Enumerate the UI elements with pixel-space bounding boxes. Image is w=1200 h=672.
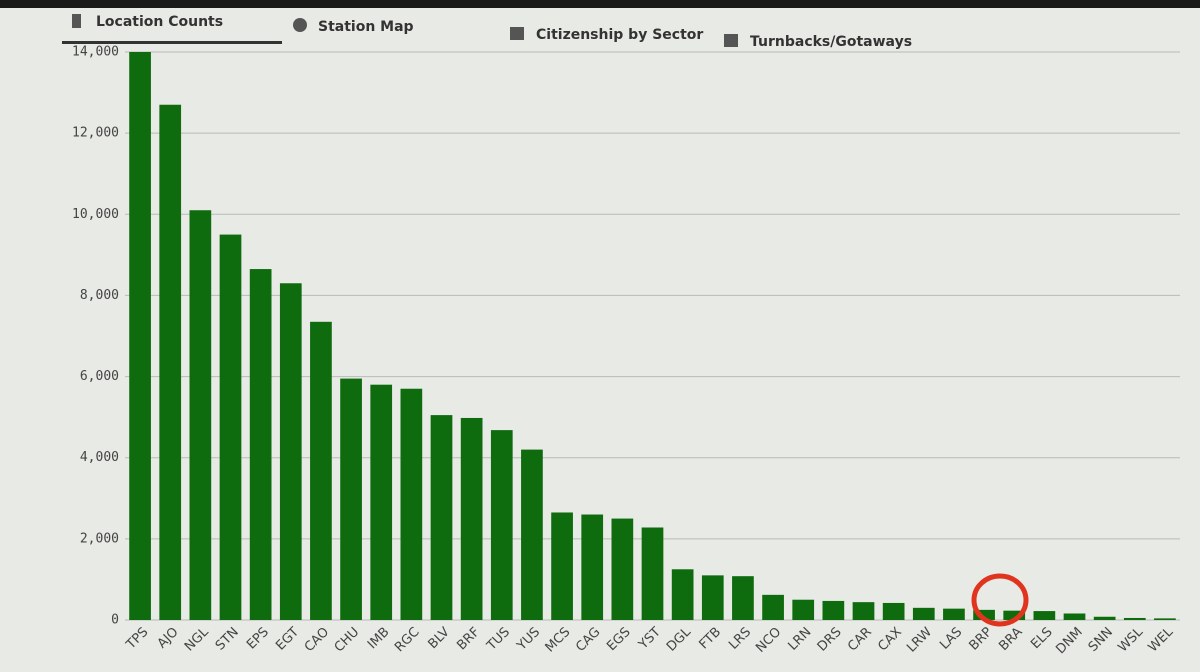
bar — [1123, 617, 1146, 620]
bar — [581, 514, 604, 620]
bar — [822, 600, 845, 620]
bar — [912, 607, 935, 620]
tab[interactable]: Turnbacks/Gotaways — [724, 34, 912, 50]
bezel — [0, 0, 1200, 8]
x-tick-label: ELS — [1028, 625, 1055, 652]
x-tick-label: LRW — [904, 625, 935, 656]
bar — [1063, 613, 1086, 620]
bar — [219, 234, 242, 621]
tab[interactable]: Station Map — [293, 18, 414, 35]
x-tick-label: IMB — [365, 625, 393, 653]
x-tick-label: EPS — [244, 625, 272, 653]
x-tick-label: BRA — [996, 625, 1025, 654]
x-tick-label: YST — [635, 625, 663, 653]
tab-icon — [724, 34, 738, 47]
x-tick-label: FTB — [696, 625, 724, 653]
bar — [1033, 611, 1056, 620]
bar — [701, 575, 724, 620]
tab[interactable]: Location Counts — [62, 14, 282, 44]
tab-label[interactable]: Citizenship by Sector — [536, 27, 703, 43]
x-tick-label: EGT — [273, 625, 302, 654]
bar — [551, 512, 573, 620]
bar — [641, 527, 664, 620]
x-tick-label: NGL — [182, 624, 212, 654]
x-tick-label: CAG — [573, 625, 603, 655]
x-tick-label: DRS — [815, 625, 845, 655]
bar — [1154, 618, 1176, 620]
x-tick-label: TPS — [123, 625, 151, 653]
x-tick-label: BRP — [967, 625, 996, 654]
x-tick-label: AJO — [155, 625, 182, 652]
bar — [460, 417, 483, 620]
tab[interactable]: Citizenship by Sector — [510, 27, 703, 43]
bar — [882, 602, 905, 620]
x-tick-label: LRS — [726, 625, 754, 653]
plot: 0 2,000 4,000 6,000 8,000 10,000 12,000 14,000 T… — [72, 45, 1180, 657]
x-tick-label: CHU — [332, 625, 363, 656]
x-tick-label: CAO — [302, 625, 332, 655]
x-tick-label: LAS — [937, 625, 965, 653]
x-tick-label: WEL — [1146, 624, 1177, 655]
bar — [340, 378, 362, 620]
x-tick-label: LRN — [786, 625, 815, 654]
x-tick-label: RGC — [392, 625, 423, 656]
bar — [490, 430, 513, 620]
bar — [1093, 616, 1116, 620]
x-tick-label: CAX — [875, 625, 905, 655]
bar — [943, 608, 965, 620]
bar — [249, 269, 272, 620]
bar — [521, 449, 543, 620]
tab-label[interactable]: Turnbacks/Gotaways — [750, 34, 912, 50]
bar — [370, 384, 393, 620]
bar — [310, 321, 332, 620]
bar — [129, 52, 151, 620]
bar — [1003, 610, 1026, 620]
x-tick-label: MCS — [543, 625, 574, 656]
x-tick-label: BLV — [425, 625, 452, 652]
bar — [279, 283, 302, 620]
y-tick-label: 14,000 — [72, 45, 119, 60]
tab-label[interactable]: Location Counts — [96, 14, 223, 30]
y-tick-label: 10,000 — [72, 207, 119, 222]
tab-icon — [510, 27, 524, 40]
bar — [762, 594, 784, 620]
y-tick-label: 12,000 — [72, 126, 119, 141]
x-tick-label: NCO — [753, 625, 784, 656]
bar — [430, 415, 453, 620]
x-tick-label: TUS — [484, 625, 513, 654]
bar — [611, 518, 634, 620]
y-tick-label: 0 — [111, 613, 119, 628]
x-tick-label: WSL — [1115, 624, 1146, 655]
bar — [189, 210, 212, 620]
x-tick-label: CAR — [845, 625, 875, 655]
tab-underline — [62, 41, 282, 44]
bar — [792, 599, 815, 620]
hand-drawn-circle — [971, 573, 1029, 627]
y-tick-label: 2,000 — [80, 531, 119, 546]
y-tick-label: 8,000 — [80, 288, 119, 303]
y-tick-label: 4,000 — [80, 450, 119, 465]
bar — [973, 609, 995, 620]
x-tick-label: DGL — [664, 624, 694, 654]
x-tick-label: EGS — [604, 625, 633, 654]
x-tick-label: SNN — [1086, 625, 1116, 655]
bar — [671, 569, 694, 620]
tab-icon — [293, 18, 307, 32]
y-tick-label: 6,000 — [80, 369, 119, 384]
bar — [852, 602, 875, 620]
tab-label[interactable]: Station Map — [318, 19, 414, 35]
bar — [732, 576, 754, 620]
bar — [400, 388, 423, 620]
bar — [159, 104, 182, 620]
x-tick-label: BRF — [454, 625, 483, 654]
x-tick-label: STN — [213, 625, 242, 654]
x-tick-label: DNM — [1053, 625, 1085, 657]
tab-icon — [72, 14, 81, 28]
x-tick-label: YUS — [514, 625, 543, 654]
